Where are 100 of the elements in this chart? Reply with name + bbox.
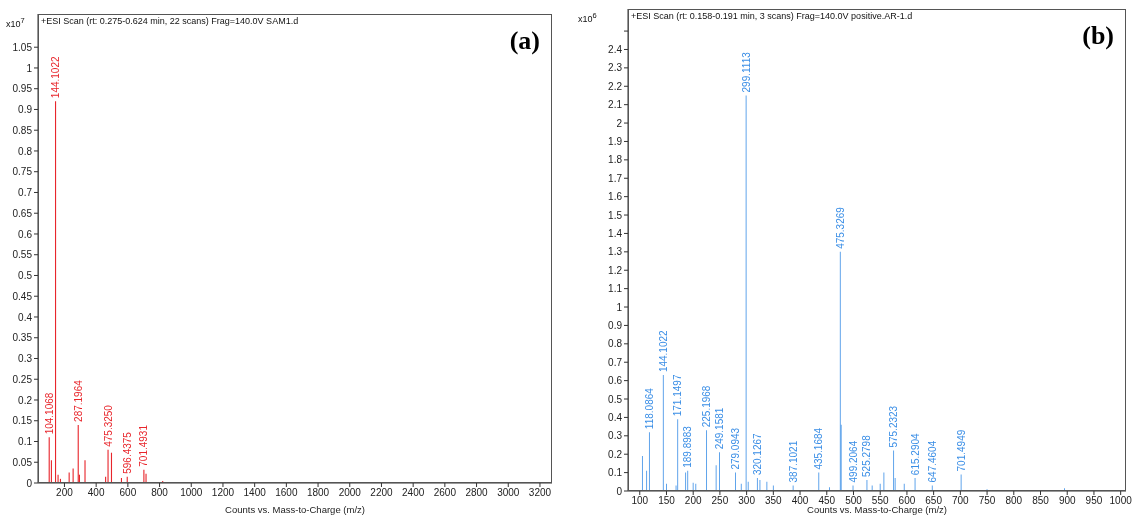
- annotation: 615.2904: [909, 432, 921, 476]
- y-tick-label: 0.9: [608, 319, 623, 331]
- x-tick-label: 900: [1058, 495, 1076, 507]
- y-tick-label: 0.6: [608, 375, 623, 387]
- x-tick-label: 1600: [275, 487, 298, 499]
- annotation: 387.1021: [787, 440, 799, 483]
- x-tick-label: 2800: [465, 487, 489, 499]
- annotation: (a): [509, 26, 540, 56]
- annotation: 287.1964: [72, 379, 84, 422]
- chart-title: +ESI Scan (rt: 0.158-0.191 min, 3 scans) Frag=140.0V positive.AR-1.d: [631, 11, 913, 21]
- y-tick-label: 0.9: [18, 104, 33, 116]
- x-tick-label: 800: [151, 487, 169, 499]
- annotation: 118.0864: [643, 387, 655, 430]
- y-tick-label: 0.35: [12, 332, 33, 344]
- annotation: 320.1267: [751, 432, 763, 476]
- x-tick-label: 600: [119, 487, 137, 499]
- x-tick-label: 2400: [402, 487, 425, 499]
- y-tick-label: 0.8: [18, 145, 33, 157]
- y-tick-label: 0.6: [18, 228, 33, 240]
- x-tick-label: 400: [791, 495, 809, 507]
- annotation: (b): [1082, 21, 1114, 51]
- y-tick-label: 1.05: [12, 41, 33, 53]
- x-tick-label: 3000: [497, 487, 520, 499]
- x-tick-label: 400: [87, 487, 105, 499]
- annotation: 499.2064: [847, 440, 859, 483]
- chart-title: +ESI Scan (rt: 0.275-0.624 min, 22 scans) Frag=140.0V SAM1.d: [41, 16, 299, 26]
- y-tick-label: 1.1: [608, 283, 623, 295]
- x-tick-label: 250: [711, 495, 729, 507]
- x-tick-label: 600: [898, 495, 916, 507]
- y-tick-label: 2.3: [608, 62, 623, 74]
- y-tick-label: 1.5: [608, 209, 623, 221]
- y-tick-label: 1.8: [608, 154, 623, 166]
- annotation: 435.1684: [813, 427, 825, 470]
- x-tick-label: 850: [1032, 495, 1050, 507]
- y-tick-label: 1.3: [608, 246, 623, 258]
- x-tick-label: 350: [765, 495, 783, 507]
- annotation: 596.4375: [121, 431, 133, 474]
- annotation: 189.8983: [682, 425, 694, 468]
- x-tick-label: 2000: [338, 487, 362, 499]
- x-tick-label: 100: [631, 495, 649, 507]
- y-tick-label: 2.2: [608, 80, 623, 92]
- x-tick-label: 450: [818, 495, 836, 507]
- y-tick-label: 1.9: [608, 136, 623, 148]
- x-tick-label: 550: [871, 495, 889, 507]
- x-tick-label: 500: [845, 495, 863, 507]
- annotation: 171.1497: [672, 374, 684, 417]
- y-tick-label: 1.6: [608, 191, 623, 203]
- annotation: 475.3250: [102, 404, 114, 447]
- y-tick-label: 1: [616, 301, 623, 313]
- y-tick-label: 0.85: [12, 124, 33, 136]
- annotation: 249.1581: [713, 407, 725, 450]
- y-axis-title: x10$^{7}$: [6, 16, 25, 29]
- y-tick-label: 1.2: [608, 264, 623, 276]
- x-tick-label: 1000: [180, 487, 203, 499]
- x-tick-label: 800: [1005, 495, 1023, 507]
- y-tick-label: 0.7: [608, 356, 623, 368]
- y-tick-label: 0.4: [608, 411, 623, 423]
- annotation: 104.1068: [43, 392, 55, 435]
- y-tick-label: 0.15: [12, 415, 33, 427]
- y-tick-label: 0.55: [12, 249, 33, 261]
- x-tick-label: 200: [56, 487, 74, 499]
- y-axis-title: x10$^{6}$: [578, 11, 597, 24]
- y-tick-label: 0.1: [608, 467, 623, 479]
- y-tick-label: 0.65: [12, 207, 33, 219]
- y-tick-label: 1.7: [608, 172, 623, 184]
- y-tick-label: 0.7: [18, 187, 33, 199]
- x-tick-label: 950: [1085, 495, 1103, 507]
- y-tick-label: 0.2: [608, 448, 623, 460]
- annotation: 279.0943: [729, 427, 741, 470]
- y-tick-label: 0.95: [12, 83, 33, 95]
- x-tick-label: 2200: [370, 487, 394, 499]
- x-axis-title: Counts vs. Mass-to-Charge (m/z): [807, 504, 947, 515]
- x-tick-label: 300: [738, 495, 756, 507]
- x-tick-label: 1800: [306, 487, 330, 499]
- y-tick-label: 2.1: [608, 99, 623, 111]
- y-tick-label: 0.1: [18, 436, 33, 448]
- y-tick-label: 0.75: [12, 166, 33, 178]
- y-tick-label: 0.8: [608, 338, 623, 350]
- y-tick-label: 0.3: [608, 430, 623, 442]
- y-tick-label: 0.3: [18, 353, 33, 365]
- y-tick-label: 0.4: [18, 311, 33, 323]
- x-tick-label: 650: [925, 495, 943, 507]
- y-tick-label: 2.4: [608, 44, 623, 56]
- annotation: 575.2323: [888, 405, 900, 448]
- x-tick-label: 150: [658, 495, 676, 507]
- annotation: 701.4931: [138, 424, 150, 467]
- x-tick-label: 3200: [528, 487, 552, 499]
- y-tick-label: 1.4: [608, 227, 623, 239]
- y-tick-label: 1: [26, 62, 33, 74]
- x-tick-label: 1400: [243, 487, 267, 499]
- y-tick-label: 0.45: [12, 290, 33, 302]
- x-axis-title: Counts vs. Mass-to-Charge (m/z): [225, 504, 365, 515]
- annotation: 701.4949: [955, 429, 967, 472]
- annotation: 144.1022: [50, 56, 62, 99]
- x-tick-label: 200: [684, 495, 702, 507]
- x-tick-label: 750: [978, 495, 996, 507]
- x-tick-label: 1000: [1109, 495, 1133, 507]
- y-tick-label: 0.5: [18, 270, 33, 282]
- y-tick-label: 0.25: [12, 373, 33, 385]
- x-tick-label: 1200: [211, 487, 235, 499]
